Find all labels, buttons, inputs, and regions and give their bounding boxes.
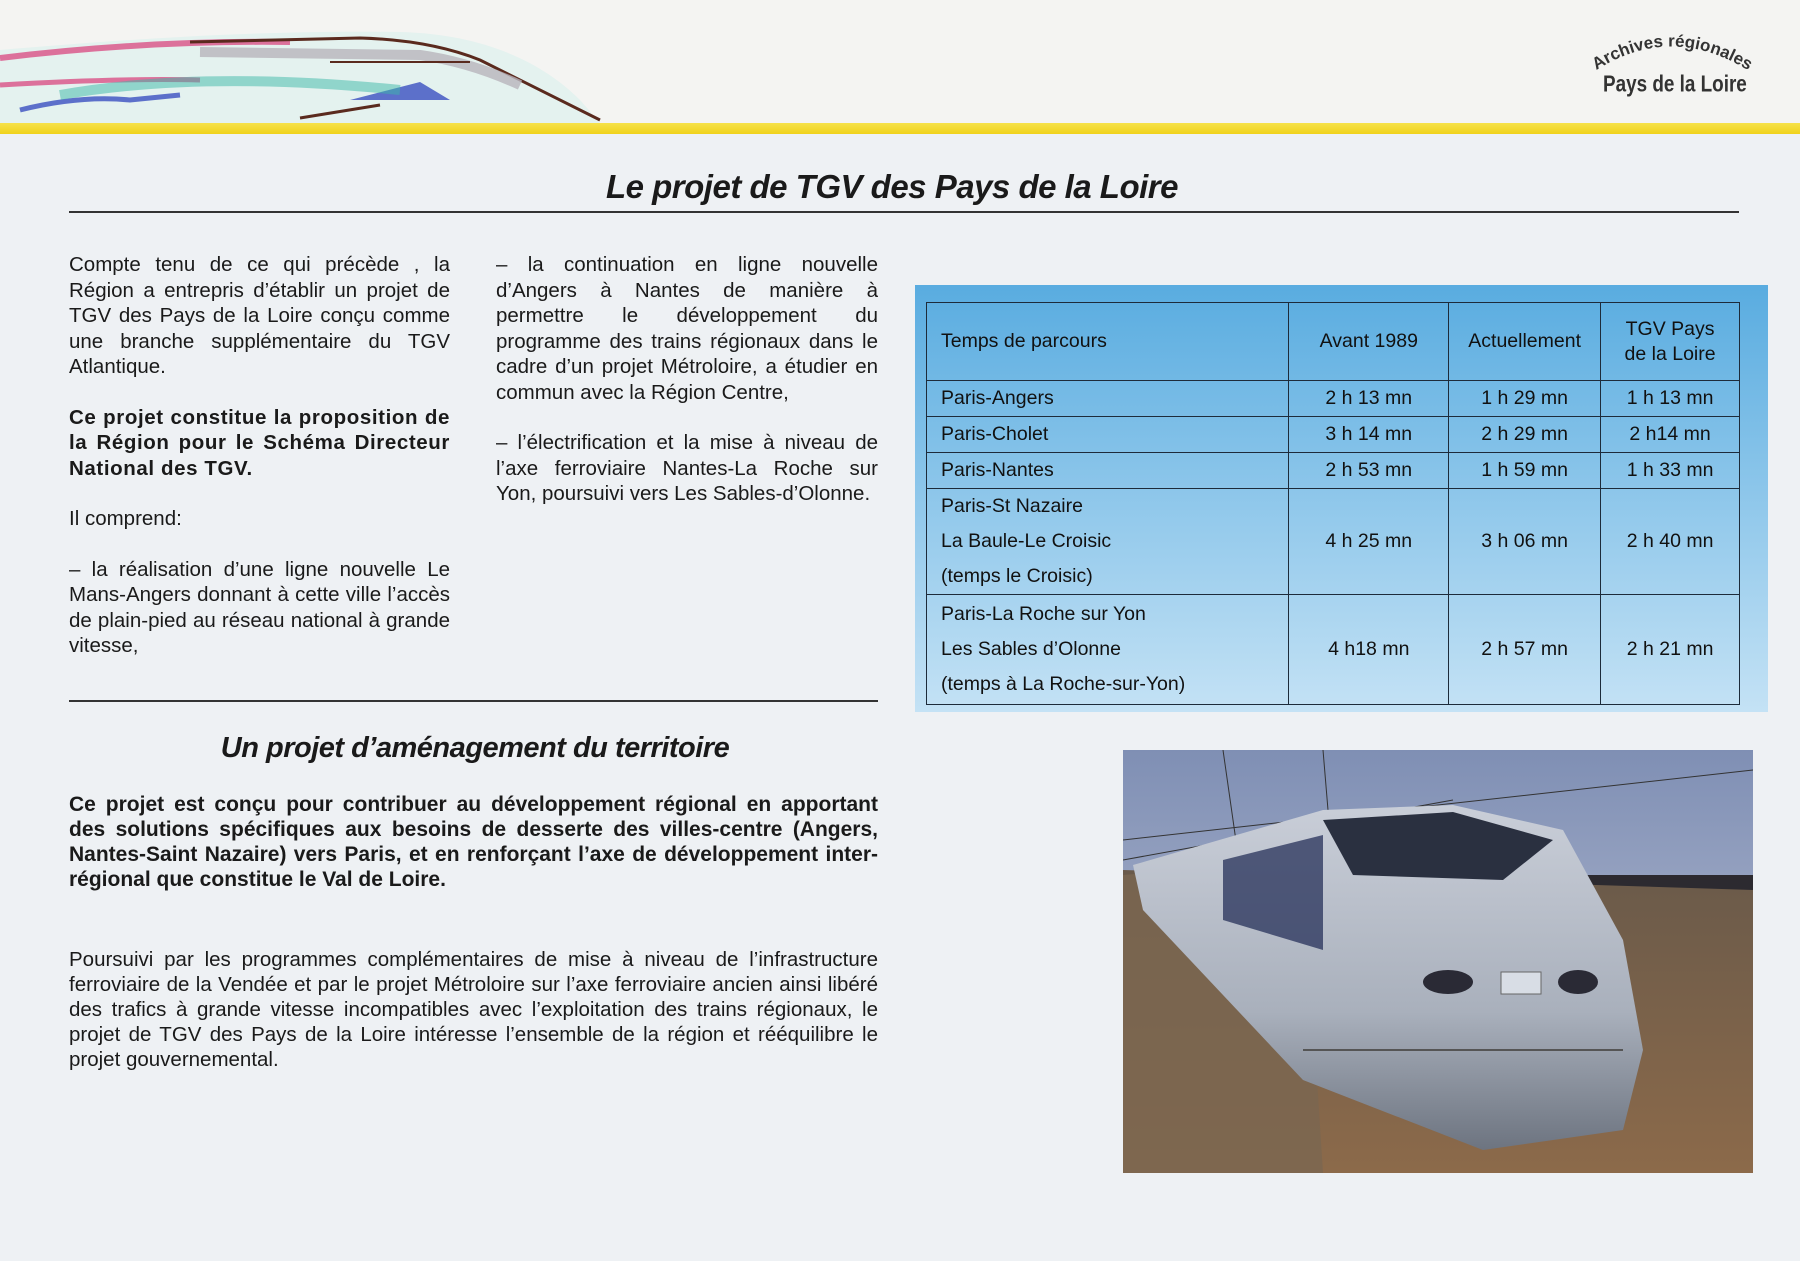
time-cell: 1 h 59 mn — [1448, 452, 1602, 489]
section-heading: Un projet d’aménagement du territoire — [220, 732, 730, 764]
time-cell: 1 h 33 mn — [1600, 452, 1740, 489]
route-cell: Paris-St Nazaire La Baule-Le Croisic (te… — [925, 488, 1290, 595]
table-row: Paris-Cholet 3 h 14 mn 2 h 29 mn 2 h14 m… — [925, 416, 1740, 453]
tgv-sketch-illustration — [0, 31, 601, 123]
section-rule — [69, 700, 878, 702]
travel-time-table: Temps de parcours Avant 1989 Actuellemen… — [925, 302, 1740, 705]
time-cell: 2 h 29 mn — [1448, 416, 1602, 453]
yellow-divider — [0, 123, 1800, 134]
time-cell: 2 h 21 mn — [1600, 594, 1740, 705]
time-cell: 4 h18 mn — [1288, 594, 1450, 705]
time-cell: 2 h 53 mn — [1288, 452, 1450, 489]
middle-column: – la continuation en ligne nouvelle d’An… — [496, 252, 878, 507]
header-route: Temps de parcours — [925, 302, 1290, 381]
section-bold-paragraph: Ce projet est conçu pour contribuer au d… — [69, 793, 878, 891]
header-tgv-pays-de-la-loire: TGV Pays de la Loire — [1600, 302, 1740, 381]
time-cell: 3 h 14 mn — [1288, 416, 1450, 453]
route-line: (temps le Croisic) — [941, 565, 1093, 587]
time-cell: 2 h14 mn — [1600, 416, 1740, 453]
route-line: Paris-La Roche sur Yon — [941, 603, 1146, 625]
route-line: La Baule-Le Croisic — [941, 530, 1112, 552]
time-cell: 1 h 29 mn — [1448, 380, 1602, 417]
bullet-le-mans-angers: – la réalisation d’une ligne nouvelle Le… — [69, 557, 450, 658]
route-cell: Paris-La Roche sur Yon Les Sables d’Olon… — [925, 594, 1290, 705]
route-cell: Paris-Cholet — [925, 416, 1290, 453]
route-line: Paris-St Nazaire — [941, 495, 1083, 517]
archives-regionales-logo: Archives régionales Pays de la Loire — [1589, 31, 1756, 97]
bullet-angers-nantes: – la continuation en ligne nouvelle d’An… — [496, 253, 878, 404]
table-row: Paris-Angers 2 h 13 mn 1 h 29 mn 1 h 13 … — [925, 380, 1740, 417]
time-cell: 4 h 25 mn — [1288, 488, 1450, 595]
intro-paragraph: Compte tenu de ce qui précède , la Régio… — [69, 253, 450, 378]
time-cell: 2 h 40 mn — [1600, 488, 1740, 595]
left-column: Compte tenu de ce qui précède , la Régio… — [69, 252, 450, 659]
table-row: Paris-St Nazaire La Baule-Le Croisic (te… — [925, 488, 1740, 595]
proposal-statement: Ce projet constitue la proposition de la… — [69, 405, 450, 480]
route-line: Les Sables d’Olonne — [941, 638, 1121, 660]
route-line: (temps à La Roche-sur-Yon) — [941, 673, 1186, 695]
header-before-1989: Avant 1989 — [1288, 302, 1450, 381]
table-row: Paris-La Roche sur Yon Les Sables d’Olon… — [925, 594, 1740, 705]
tgv-train-photo — [1123, 750, 1753, 1173]
title-rule — [69, 211, 1739, 213]
time-cell: 2 h 13 mn — [1288, 380, 1450, 417]
table-header-row: Temps de parcours Avant 1989 Actuellemen… — [925, 302, 1740, 381]
route-cell: Paris-Nantes — [925, 452, 1290, 489]
includes-label: Il comprend: — [69, 507, 182, 530]
page-title: Le projet de TGV des Pays de la Loire — [605, 168, 1179, 205]
svg-text:Pays de la Loire: Pays de la Loire — [1603, 72, 1747, 97]
time-cell: 1 h 13 mn — [1600, 380, 1740, 417]
bullet-electrification: – l’électrification et la mise à niveau … — [496, 431, 878, 505]
time-cell: 2 h 57 mn — [1448, 594, 1602, 705]
table-row: Paris-Nantes 2 h 53 mn 1 h 59 mn 1 h 33 … — [925, 452, 1740, 489]
route-cell: Paris-Angers — [925, 380, 1290, 417]
section-paragraph: Poursuivi par les programmes complémenta… — [69, 948, 878, 1071]
header-currently: Actuellement — [1448, 302, 1602, 381]
time-cell: 3 h 06 mn — [1448, 488, 1602, 595]
svg-text:Archives régionales: Archives régionales — [1589, 31, 1756, 73]
